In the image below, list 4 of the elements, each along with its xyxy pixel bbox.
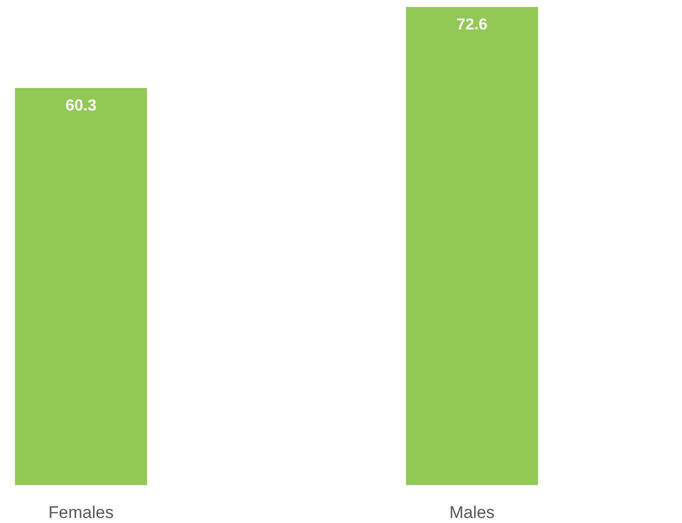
x-tick-label: Males	[449, 503, 495, 522]
data-label: 72.6	[456, 16, 488, 34]
data-label: 60.3	[65, 97, 97, 114]
x-tick-label: Females	[48, 503, 114, 522]
